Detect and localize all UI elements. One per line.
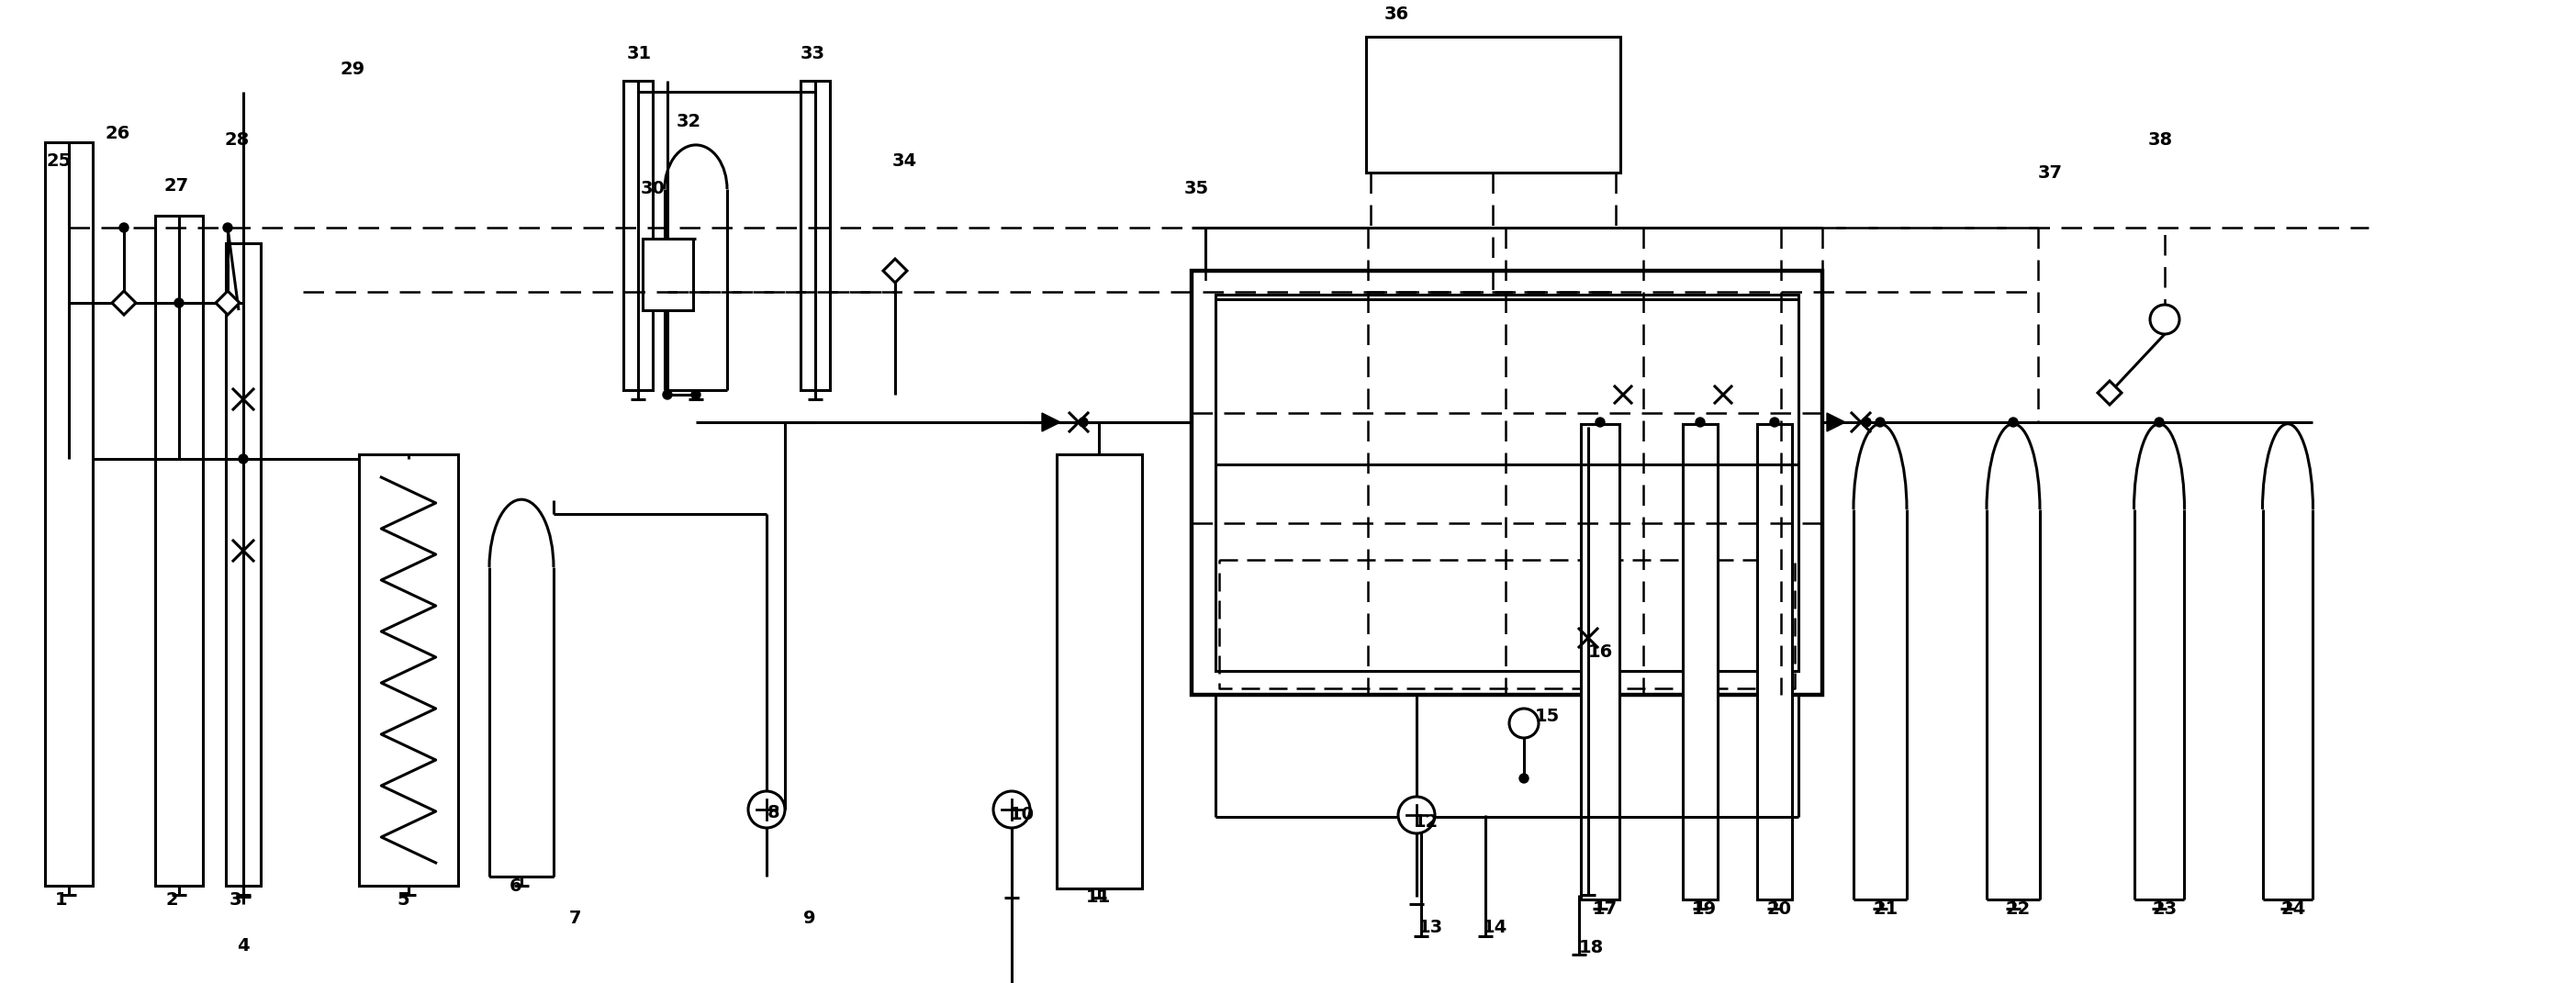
Text: 20: 20 bbox=[1767, 900, 1793, 918]
Circle shape bbox=[175, 298, 183, 308]
Text: 9: 9 bbox=[804, 909, 817, 927]
Circle shape bbox=[1595, 418, 1605, 427]
Bar bbox=[1682, 424, 1718, 899]
Text: 10: 10 bbox=[1010, 806, 1036, 824]
Text: 16: 16 bbox=[1589, 644, 1613, 661]
Bar bbox=[358, 454, 459, 886]
Text: 1: 1 bbox=[54, 892, 67, 908]
Text: 13: 13 bbox=[1419, 919, 1443, 936]
Bar bbox=[641, 239, 693, 311]
Text: 24: 24 bbox=[2282, 900, 2306, 918]
Text: 25: 25 bbox=[46, 152, 72, 170]
Text: 3: 3 bbox=[229, 892, 242, 908]
Text: 18: 18 bbox=[1579, 939, 1605, 956]
Circle shape bbox=[1875, 418, 1886, 427]
Text: 27: 27 bbox=[162, 177, 188, 195]
Text: 37: 37 bbox=[2038, 164, 2063, 182]
Text: 4: 4 bbox=[237, 937, 250, 954]
Text: 34: 34 bbox=[891, 152, 917, 170]
Text: 36: 36 bbox=[1383, 6, 1409, 23]
Bar bbox=[1216, 295, 1798, 671]
Text: 6: 6 bbox=[510, 878, 523, 895]
Circle shape bbox=[662, 390, 672, 399]
Text: 32: 32 bbox=[677, 113, 701, 131]
Circle shape bbox=[1079, 418, 1087, 427]
Text: 35: 35 bbox=[1185, 180, 1208, 198]
Circle shape bbox=[118, 223, 129, 232]
Text: 22: 22 bbox=[2007, 900, 2030, 918]
Text: 8: 8 bbox=[768, 804, 781, 822]
Circle shape bbox=[224, 223, 232, 232]
Circle shape bbox=[1520, 774, 1528, 782]
Polygon shape bbox=[216, 291, 240, 315]
Text: 29: 29 bbox=[340, 61, 366, 78]
Circle shape bbox=[2009, 418, 2017, 427]
Text: 12: 12 bbox=[1414, 813, 1440, 831]
Circle shape bbox=[747, 791, 786, 828]
Circle shape bbox=[1695, 418, 1705, 427]
Bar bbox=[44, 143, 93, 886]
Text: 19: 19 bbox=[1692, 900, 1716, 918]
Bar bbox=[801, 81, 829, 390]
Circle shape bbox=[1862, 418, 1870, 427]
Text: 5: 5 bbox=[397, 892, 410, 908]
Circle shape bbox=[994, 791, 1030, 828]
Bar bbox=[1193, 270, 1821, 695]
Text: 30: 30 bbox=[641, 180, 665, 198]
Circle shape bbox=[690, 390, 701, 399]
Polygon shape bbox=[1041, 413, 1061, 432]
Text: 15: 15 bbox=[1535, 708, 1561, 725]
Polygon shape bbox=[884, 259, 907, 283]
Circle shape bbox=[240, 454, 247, 464]
Text: 2: 2 bbox=[165, 892, 178, 908]
Circle shape bbox=[1399, 796, 1435, 834]
Polygon shape bbox=[111, 291, 137, 315]
Text: 26: 26 bbox=[106, 125, 131, 143]
Text: 7: 7 bbox=[569, 909, 582, 927]
Text: 28: 28 bbox=[224, 132, 250, 148]
Bar bbox=[1757, 424, 1793, 899]
Text: 31: 31 bbox=[626, 45, 652, 62]
Text: 11: 11 bbox=[1087, 889, 1110, 906]
Bar bbox=[1582, 424, 1620, 899]
Text: 33: 33 bbox=[801, 45, 824, 62]
Polygon shape bbox=[1826, 413, 1844, 432]
Circle shape bbox=[1510, 709, 1538, 738]
Text: 14: 14 bbox=[1484, 919, 1507, 936]
Text: 38: 38 bbox=[2148, 132, 2174, 148]
Bar bbox=[623, 81, 652, 390]
Text: 23: 23 bbox=[2154, 900, 2177, 918]
Circle shape bbox=[1770, 418, 1780, 427]
Bar bbox=[1365, 36, 1620, 173]
Circle shape bbox=[2154, 418, 2164, 427]
Text: 17: 17 bbox=[1592, 900, 1618, 918]
Polygon shape bbox=[2097, 380, 2123, 405]
Bar bbox=[155, 215, 204, 886]
Circle shape bbox=[2151, 305, 2179, 334]
Text: 21: 21 bbox=[1873, 900, 1899, 918]
Bar bbox=[1056, 454, 1141, 889]
Bar bbox=[227, 243, 260, 886]
